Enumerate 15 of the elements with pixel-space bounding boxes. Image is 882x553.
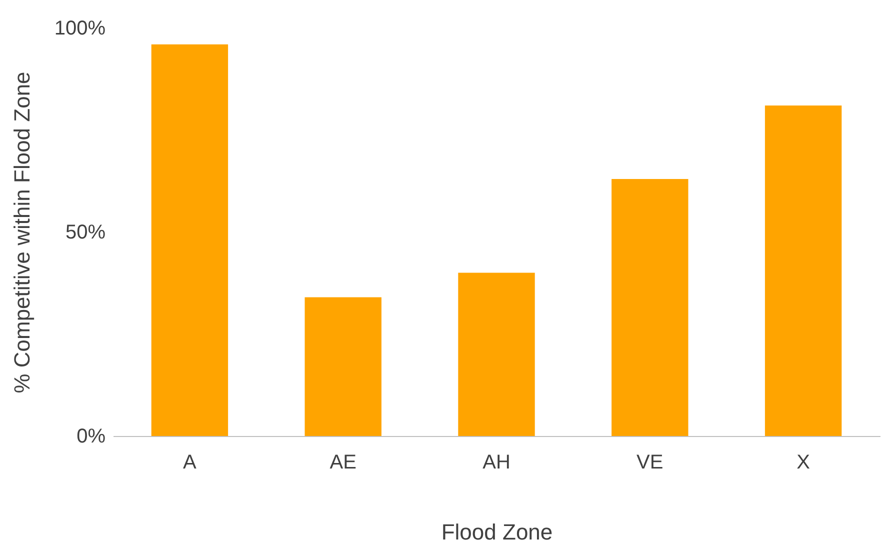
x-tick-label: AH — [482, 452, 510, 474]
x-tick-label: X — [796, 452, 810, 474]
y-tick-label: 100% — [54, 18, 106, 40]
y-tick-label: 0% — [76, 426, 106, 448]
bar — [764, 106, 842, 436]
bar — [458, 272, 535, 436]
x-tick-label: AE — [330, 452, 356, 474]
bar — [612, 178, 688, 436]
x-axis-title: Flood Zone — [441, 520, 553, 544]
bar — [304, 297, 382, 436]
y-axis-title: % Competitive within Flood Zone — [9, 72, 34, 394]
y-tick-label: 50% — [65, 222, 106, 244]
bar — [151, 44, 228, 436]
x-tick-label: A — [183, 452, 198, 474]
x-tick-label: VE — [636, 452, 664, 474]
